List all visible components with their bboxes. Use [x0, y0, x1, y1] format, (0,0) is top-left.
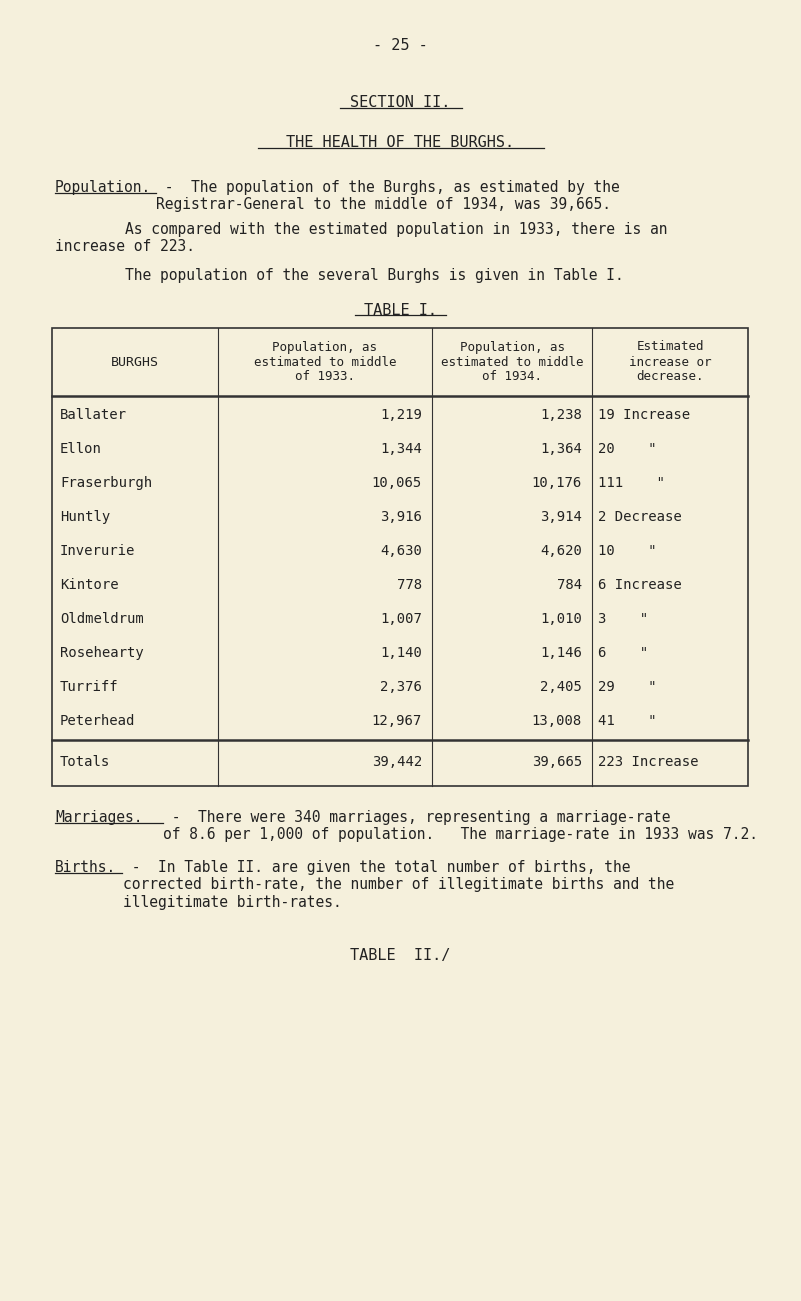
Text: 29    ": 29 " [598, 680, 657, 693]
Text: 1,364: 1,364 [540, 442, 582, 455]
Text: 2,405: 2,405 [540, 680, 582, 693]
Text: 39,665: 39,665 [532, 755, 582, 769]
Text: Totals: Totals [60, 755, 111, 769]
Text: 41    ": 41 " [598, 714, 657, 729]
Text: 4,630: 4,630 [380, 544, 422, 558]
Text: The population of the several Burghs is given in Table I.: The population of the several Burghs is … [55, 268, 624, 284]
Text: Marriages.: Marriages. [55, 811, 143, 825]
Text: - 25 -: - 25 - [372, 38, 428, 53]
Text: Population, as
estimated to middle
of 1933.: Population, as estimated to middle of 19… [254, 341, 396, 384]
Text: SECTION II.: SECTION II. [350, 95, 450, 111]
Text: -  There were 340 marriages, representing a marriage-rate
of 8.6 per 1,000 of po: - There were 340 marriages, representing… [163, 811, 758, 843]
Text: Peterhead: Peterhead [60, 714, 135, 729]
Bar [52, 328, 748, 786]
Text: Oldmeldrum: Oldmeldrum [60, 611, 143, 626]
Text: 3,914: 3,914 [540, 510, 582, 524]
Text: Kintore: Kintore [60, 578, 119, 592]
Text: Ellon: Ellon [60, 442, 102, 455]
Text: Births.: Births. [55, 860, 116, 876]
Text: 778: 778 [396, 578, 422, 592]
Text: 10,065: 10,065 [372, 476, 422, 490]
Text: 19 Increase: 19 Increase [598, 409, 690, 422]
Text: 1,140: 1,140 [380, 647, 422, 660]
Text: 6    ": 6 " [598, 647, 648, 660]
Text: 2,376: 2,376 [380, 680, 422, 693]
Text: 39,442: 39,442 [372, 755, 422, 769]
Text: 4,620: 4,620 [540, 544, 582, 558]
Text: 6 Increase: 6 Increase [598, 578, 682, 592]
Text: Rosehearty: Rosehearty [60, 647, 143, 660]
Text: Estimated
increase or
decrease.: Estimated increase or decrease. [629, 341, 711, 384]
Text: 1,146: 1,146 [540, 647, 582, 660]
Text: Inverurie: Inverurie [60, 544, 135, 558]
Text: Fraserburgh: Fraserburgh [60, 476, 152, 490]
Text: 1,010: 1,010 [540, 611, 582, 626]
Text: 20    ": 20 " [598, 442, 657, 455]
Text: THE HEALTH OF THE BURGHS.: THE HEALTH OF THE BURGHS. [286, 135, 514, 150]
Text: Ballater: Ballater [60, 409, 127, 422]
Text: 3    ": 3 " [598, 611, 648, 626]
Text: TABLE  II./: TABLE II./ [350, 948, 450, 963]
Text: 111    ": 111 " [598, 476, 665, 490]
Text: 12,967: 12,967 [372, 714, 422, 729]
Text: TABLE I.: TABLE I. [364, 303, 437, 317]
Text: 10    ": 10 " [598, 544, 657, 558]
Text: Population.: Population. [55, 180, 151, 195]
Text: 1,344: 1,344 [380, 442, 422, 455]
Text: Turriff: Turriff [60, 680, 119, 693]
Text: -  The population of the Burghs, as estimated by the
Registrar-General to the mi: - The population of the Burghs, as estim… [156, 180, 620, 212]
Text: 3,916: 3,916 [380, 510, 422, 524]
Text: 1,219: 1,219 [380, 409, 422, 422]
Text: 1,238: 1,238 [540, 409, 582, 422]
Text: Population, as
estimated to middle
of 1934.: Population, as estimated to middle of 19… [441, 341, 583, 384]
Text: 10,176: 10,176 [532, 476, 582, 490]
Text: 2 Decrease: 2 Decrease [598, 510, 682, 524]
Text: 784: 784 [557, 578, 582, 592]
Text: 1,007: 1,007 [380, 611, 422, 626]
Text: BURGHS: BURGHS [111, 355, 159, 368]
Text: Huntly: Huntly [60, 510, 111, 524]
Text: As compared with the estimated population in 1933, there is an
increase of 223.: As compared with the estimated populatio… [55, 222, 667, 255]
Text: -  In Table II. are given the total number of births, the
corrected birth-rate, : - In Table II. are given the total numbe… [123, 860, 674, 909]
Text: 13,008: 13,008 [532, 714, 582, 729]
Text: 223 Increase: 223 Increase [598, 755, 698, 769]
